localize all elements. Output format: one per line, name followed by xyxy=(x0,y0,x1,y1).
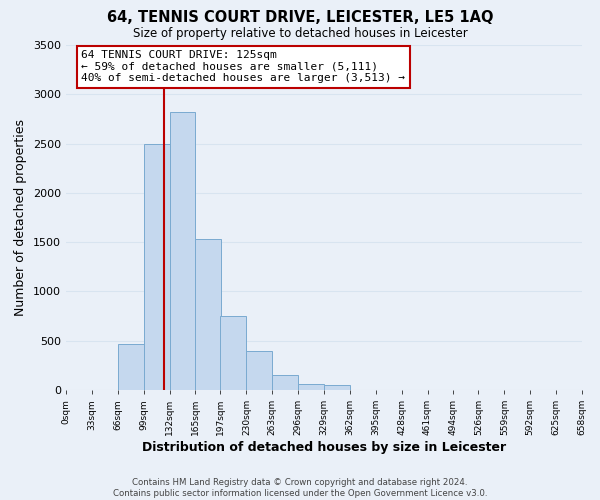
Bar xyxy=(143,144,170,390)
X-axis label: Distribution of detached houses by size in Leicester: Distribution of detached houses by size … xyxy=(142,441,506,454)
Bar xyxy=(272,375,298,390)
Text: Contains HM Land Registry data © Crown copyright and database right 2024.
Contai: Contains HM Land Registry data © Crown c… xyxy=(113,478,487,498)
Y-axis label: Number of detached properties: Number of detached properties xyxy=(14,119,28,316)
Bar xyxy=(247,350,272,390)
Text: 64 TENNIS COURT DRIVE: 125sqm
← 59% of detached houses are smaller (5,111)
40% o: 64 TENNIS COURT DRIVE: 125sqm ← 59% of d… xyxy=(82,50,406,84)
Text: 64, TENNIS COURT DRIVE, LEICESTER, LE5 1AQ: 64, TENNIS COURT DRIVE, LEICESTER, LE5 1… xyxy=(107,10,493,25)
Bar xyxy=(298,384,324,390)
Text: Size of property relative to detached houses in Leicester: Size of property relative to detached ho… xyxy=(133,28,467,40)
Bar xyxy=(170,112,196,390)
Bar xyxy=(196,239,221,390)
Bar xyxy=(118,344,143,390)
Bar xyxy=(220,316,247,390)
Bar xyxy=(324,385,350,390)
